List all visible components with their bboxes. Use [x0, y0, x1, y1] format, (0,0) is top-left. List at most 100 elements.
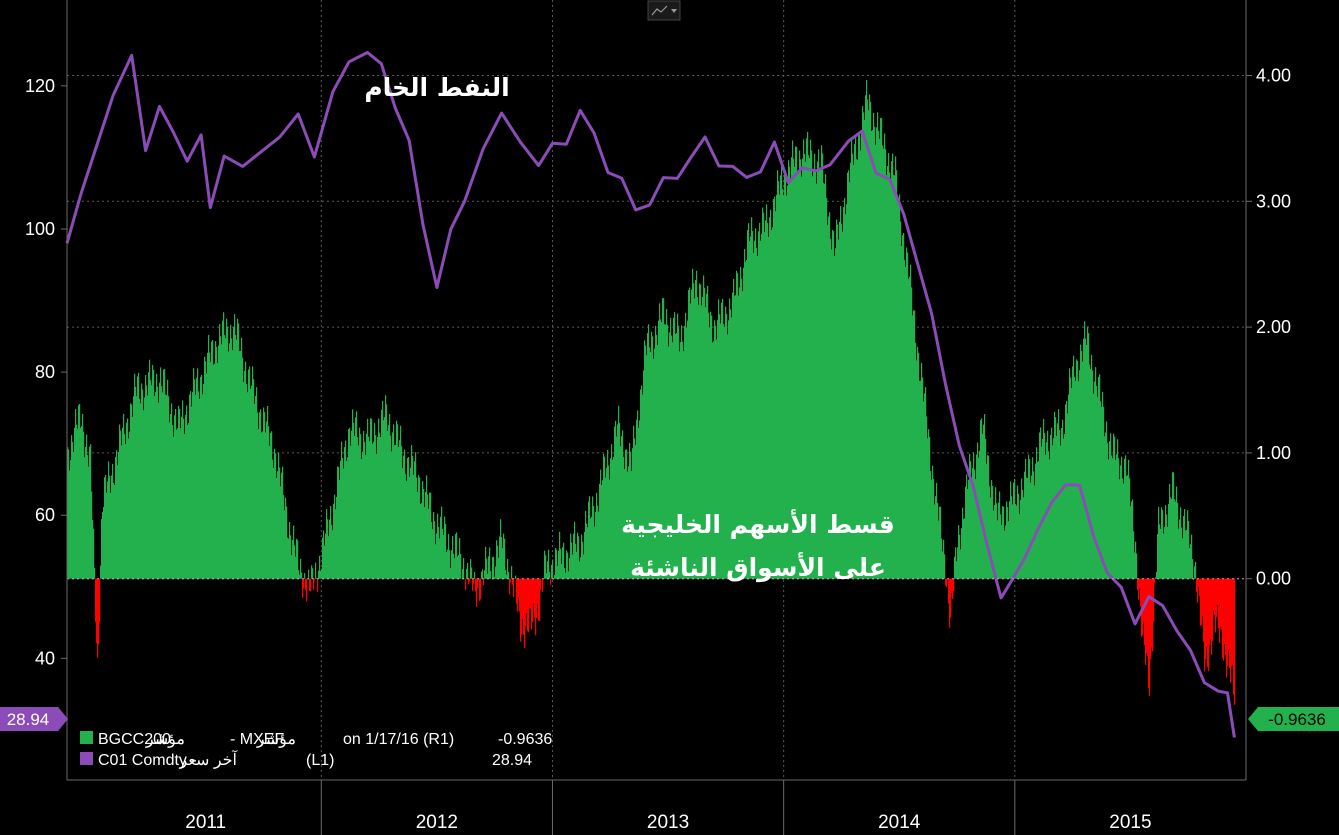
- spread-bar: [237, 318, 239, 579]
- spread-bar: [587, 527, 589, 579]
- spread-bar: [338, 467, 340, 579]
- spread-bar: [824, 183, 826, 579]
- spread-bar: [374, 423, 376, 579]
- spread-bar: [390, 435, 392, 579]
- spread-bar: [233, 326, 235, 579]
- spread-bar: [355, 417, 357, 579]
- spread-bar: [699, 283, 701, 579]
- spread-bar: [1186, 529, 1188, 579]
- spread-bar: [542, 578, 544, 592]
- spread-bar: [1185, 530, 1187, 579]
- spread-bar: [377, 436, 379, 579]
- spread-bar: [788, 160, 790, 579]
- spread-bar: [657, 345, 659, 579]
- chart-type-button[interactable]: [647, 0, 681, 21]
- spread-bar: [1056, 435, 1058, 579]
- spread-bar: [603, 453, 605, 579]
- spread-bar: [113, 483, 115, 579]
- spread-bar: [1017, 485, 1019, 579]
- spread-bar: [203, 383, 205, 579]
- spread-bar: [1217, 578, 1219, 605]
- spread-bar: [392, 432, 394, 579]
- spread-bar: [426, 475, 428, 579]
- spread-bar: [1066, 401, 1068, 579]
- legend-oil-label: آخر سعر: [178, 749, 238, 769]
- spread-bar: [122, 427, 124, 579]
- spread-bar: [630, 451, 632, 579]
- spread-bar: [563, 542, 565, 579]
- spread-bar: [1172, 472, 1174, 579]
- spread-bar: [116, 450, 118, 579]
- spread-bar: [124, 434, 126, 579]
- spread-bar: [981, 418, 983, 579]
- spread-bar: [1020, 499, 1022, 579]
- spread-bar: [1231, 578, 1233, 667]
- spread-bar: [292, 539, 294, 579]
- spread-bar: [1149, 578, 1151, 696]
- spread-bar: [580, 557, 582, 579]
- spread-bar: [1038, 461, 1040, 579]
- spread-bar: [648, 324, 650, 579]
- spread-bar: [495, 566, 497, 579]
- spread-bar: [363, 430, 365, 579]
- spread-bar: [175, 408, 177, 579]
- spread-bar: [551, 564, 553, 579]
- spread-bar: [709, 327, 711, 579]
- spread-bar: [180, 428, 182, 579]
- spread-bar: [453, 553, 455, 579]
- spread-bar: [431, 521, 433, 579]
- spread-bar: [942, 551, 944, 579]
- spread-bar: [748, 223, 750, 579]
- spread-bar: [502, 548, 504, 579]
- spread-bar: [839, 221, 841, 579]
- spread-bar: [831, 249, 833, 579]
- spread-bar: [1007, 507, 1009, 579]
- spread-bar: [532, 578, 534, 622]
- spread-bar: [187, 424, 189, 579]
- spread-bar: [467, 563, 469, 579]
- spread-bar: [683, 351, 685, 579]
- spread-bar: [643, 370, 645, 579]
- spread-bar: [291, 555, 293, 579]
- spread-bar: [398, 446, 400, 579]
- spread-bar: [192, 392, 194, 579]
- spread-bar: [153, 369, 155, 579]
- spread-bar: [649, 347, 651, 579]
- spread-bar: [168, 396, 170, 579]
- spread-bar: [140, 403, 142, 579]
- spread-bar: [909, 276, 911, 579]
- spread-bar: [534, 578, 536, 618]
- spread-bar: [756, 247, 758, 579]
- spread-bar: [854, 144, 856, 579]
- spread-bar: [650, 352, 652, 579]
- spread-bar: [608, 465, 610, 579]
- spread-bar: [938, 520, 940, 579]
- spread-bar: [1198, 578, 1200, 587]
- spread-bar: [1109, 441, 1111, 579]
- spread-bar: [684, 325, 686, 579]
- spread-bar: [728, 320, 730, 579]
- spread-bar: [457, 556, 459, 579]
- spread-bar: [590, 518, 592, 579]
- left-tick-label: 60: [35, 505, 55, 525]
- spread-bar: [857, 159, 859, 579]
- spread-bar: [898, 201, 900, 579]
- spread-bar: [521, 578, 523, 636]
- spread-bar: [360, 434, 362, 579]
- spread-bar: [127, 418, 129, 579]
- spread-bar: [877, 112, 879, 579]
- spread-bar: [1123, 483, 1125, 579]
- spread-bar: [295, 556, 297, 579]
- spread-bar: [547, 561, 549, 579]
- spread-bar: [211, 341, 213, 579]
- spread-bar: [191, 406, 193, 579]
- spread-bar: [89, 446, 91, 579]
- spread-bar: [779, 194, 781, 579]
- spread-bar: [735, 295, 737, 579]
- spread-bar: [72, 441, 74, 579]
- spread-bar: [859, 134, 861, 579]
- spread-bar: [620, 446, 622, 579]
- spread-bar: [88, 466, 90, 579]
- spread-bar: [450, 568, 452, 579]
- spread-bar: [697, 297, 699, 579]
